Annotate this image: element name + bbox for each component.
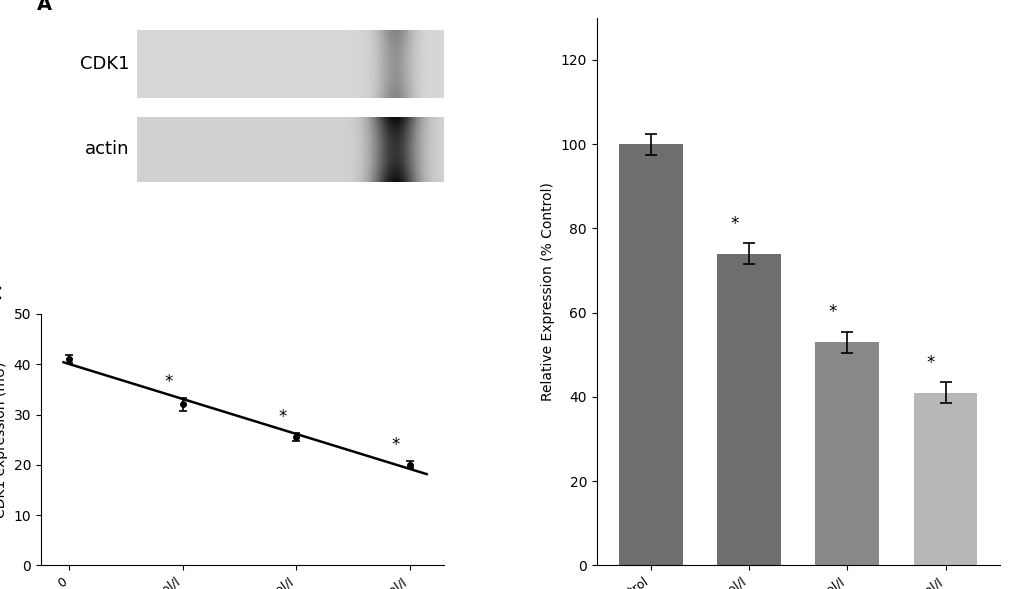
Text: *: * — [730, 214, 738, 233]
Text: actin: actin — [85, 141, 129, 158]
Text: *: * — [278, 408, 286, 426]
Text: CDK1: CDK1 — [79, 55, 129, 73]
Text: *: * — [827, 303, 836, 321]
Y-axis label: Relative Expression (% Control): Relative Expression (% Control) — [540, 182, 554, 401]
Bar — [619, 144, 682, 565]
Text: *: * — [165, 373, 173, 392]
Bar — [913, 393, 976, 565]
Bar — [716, 254, 781, 565]
Text: C: C — [0, 285, 3, 304]
Text: *: * — [925, 353, 934, 372]
Bar — [814, 342, 878, 565]
Text: A: A — [37, 0, 52, 14]
Text: *: * — [391, 436, 399, 454]
Y-axis label: CDK1 expression (mU): CDK1 expression (mU) — [0, 362, 8, 518]
